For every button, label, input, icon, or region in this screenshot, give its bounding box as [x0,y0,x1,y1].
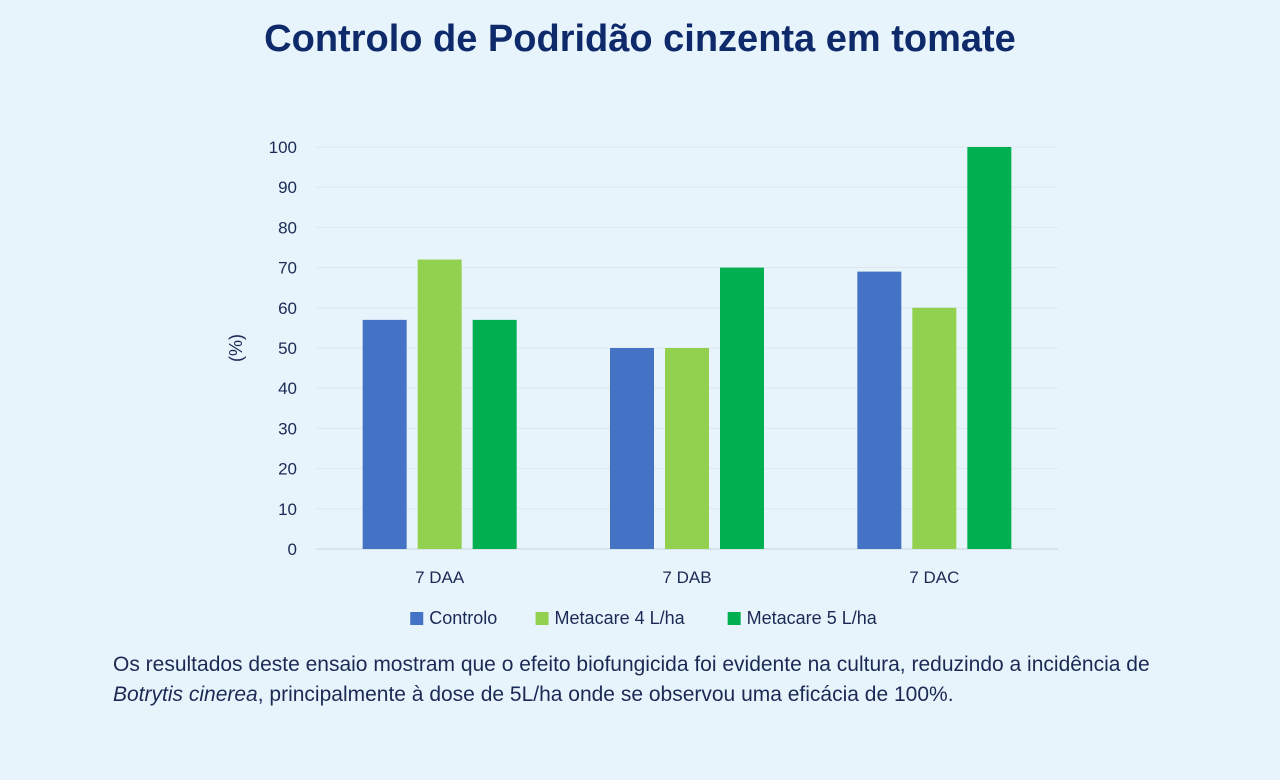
bar-3-1 [472,319,517,549]
legend-label: Metacare 4 L/ha [555,608,686,628]
y-axis-label: (%) [226,334,246,362]
legend-swatch [727,612,741,625]
y-tick-label: 30 [278,419,297,438]
caption-part-1: Os resultados deste ensaio mostram que o… [113,653,1150,676]
y-tick-label: 50 [278,339,297,358]
x-tick-label: 7 DAA [415,568,465,587]
bar-3-3 [967,147,1012,549]
chart-title: Controlo de Podridão cinzenta em tomate [264,18,1016,60]
legend-swatch [535,612,549,625]
y-tick-label: 70 [278,259,297,278]
bar-1-2 [610,348,654,549]
bar-2-2 [665,348,709,549]
caption-part-2: , principalmente à dose de 5L/ha onde se… [257,683,954,706]
bar-2-1 [417,259,462,549]
caption-species: Botrytis cinerea [113,683,258,706]
y-tick-label: 20 [278,460,297,479]
y-tick-label: 80 [278,218,297,237]
y-tick-label: 40 [278,379,297,398]
bar-1-3 [857,271,902,549]
legend-swatch [410,612,424,625]
y-tick-label: 0 [288,540,297,559]
legend-label: Controlo [429,608,497,628]
y-tick-label: 60 [278,299,297,318]
bar-3-2 [720,267,764,549]
bar-1-1 [362,319,407,549]
caption-text: Os resultados deste ensaio mostram que o… [113,650,1173,710]
y-tick-label: 90 [278,178,297,197]
legend-label: Metacare 5 L/ha [747,608,878,628]
x-tick-label: 7 DAB [662,568,711,587]
y-tick-label: 100 [269,138,297,157]
x-tick-label: 7 DAC [909,568,959,587]
bar-2-3 [912,307,957,549]
y-tick-label: 10 [278,500,297,519]
